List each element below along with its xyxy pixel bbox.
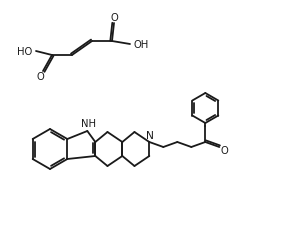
Text: O: O <box>36 72 44 82</box>
Text: O: O <box>220 145 228 155</box>
Text: N: N <box>146 131 154 140</box>
Text: NH: NH <box>81 118 96 128</box>
Text: O: O <box>110 13 118 23</box>
Text: HO: HO <box>17 47 33 57</box>
Text: OH: OH <box>133 40 149 50</box>
